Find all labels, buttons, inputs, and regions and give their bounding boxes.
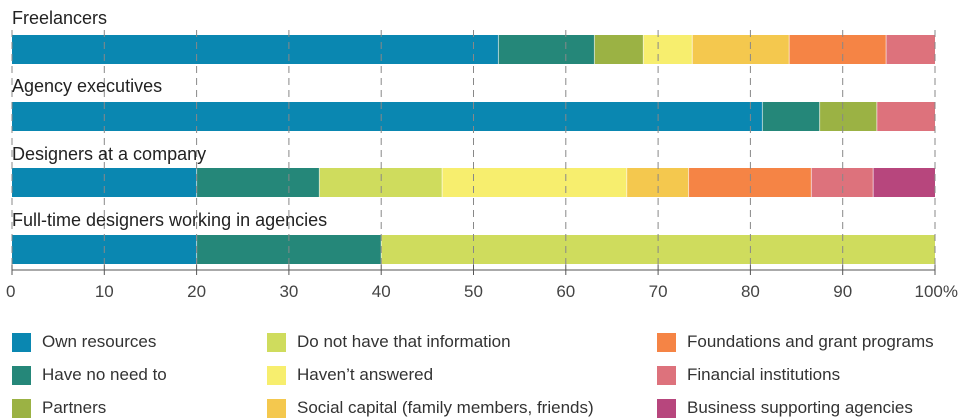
x-tick-label: 90	[833, 282, 852, 301]
legend-label: Do not have that information	[297, 332, 511, 351]
legend-item: Financial institutions	[657, 365, 840, 385]
legend-item: Partners	[12, 398, 106, 418]
bar-segment	[442, 168, 627, 197]
legend-swatch	[12, 398, 31, 418]
legend-label: Own resources	[42, 332, 157, 351]
legend-item: Do not have that information	[267, 332, 511, 352]
bar-segment	[876, 102, 935, 131]
legend-swatch	[657, 332, 676, 352]
category-label: Full-time designers working in agencies	[12, 210, 327, 230]
chart-legend: Own resources Have no need to Partners Do n…	[0, 330, 962, 418]
bar-segment	[12, 35, 499, 64]
x-tick-label: 40	[372, 282, 391, 301]
x-tick-label: 50	[464, 282, 483, 301]
legend-item: Haven’t answered	[267, 365, 433, 385]
legend-swatch	[267, 332, 286, 352]
bar-segment	[886, 35, 935, 64]
legend-item: Social capital (family members, friends)	[267, 398, 594, 418]
bar-segment	[819, 102, 877, 131]
legend-item: Business supporting agencies	[657, 398, 913, 418]
stacked-bar-chart: Freelancers Agency executives Designers at…	[6, 8, 958, 301]
bar-segment	[196, 168, 320, 197]
legend-swatch	[657, 365, 676, 385]
legend-label: Financial institutions	[687, 365, 841, 384]
bar-segment	[594, 35, 644, 64]
bar-segment	[643, 35, 693, 64]
x-tick-label: 60	[556, 282, 575, 301]
bar-segment	[12, 102, 763, 131]
x-tick-label: 20	[187, 282, 206, 301]
legend-swatch	[657, 398, 676, 418]
x-tick-label: 100%	[915, 282, 958, 301]
legend-swatch	[12, 365, 31, 385]
legend-item: Have no need to	[12, 365, 167, 385]
legend-label: Partners	[42, 398, 107, 417]
legend-item: Own resources	[12, 332, 156, 352]
bar-segment	[789, 35, 887, 64]
x-tick-label: 10	[95, 282, 114, 301]
legend-swatch	[267, 365, 286, 385]
category-label: Designers at a company	[12, 144, 206, 164]
bar-segment	[873, 168, 935, 197]
legend-swatch	[267, 398, 286, 418]
legend-label: Foundations and grant programs	[687, 332, 934, 351]
legend-label: Business supporting agencies	[687, 398, 913, 417]
bar-segment	[762, 102, 820, 131]
legend-swatch	[12, 332, 31, 352]
x-tick-label: 80	[741, 282, 760, 301]
x-tick-label: 30	[279, 282, 298, 301]
legend-label: Haven’t answered	[297, 365, 434, 384]
legend-label: Have no need to	[42, 365, 167, 384]
legend-item: Foundations and grant programs	[657, 332, 934, 352]
bar-segment	[498, 35, 595, 64]
legend-label: Social capital (family members, friends)	[297, 398, 594, 417]
x-tick-label: 0	[6, 282, 15, 301]
x-tick-label: 70	[649, 282, 668, 301]
category-label: Freelancers	[12, 8, 107, 28]
bar-segment	[692, 35, 790, 64]
category-label: Agency executives	[12, 76, 162, 96]
